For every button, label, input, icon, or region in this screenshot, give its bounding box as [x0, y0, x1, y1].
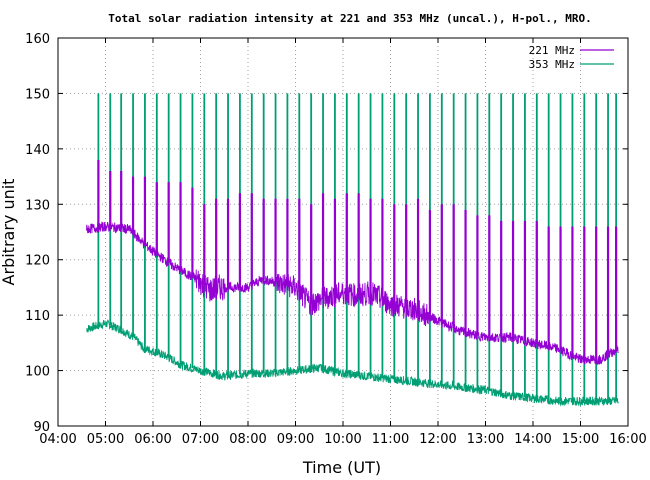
y-axis-label: Arbitrary unit [0, 179, 18, 286]
tick-layer: 04:00 05:00 06:00 07:00 08:00 09:00 10:00 11:00… [25, 32, 647, 447]
grid-layer [58, 38, 628, 426]
legend: 221 MHz 353 MHz [529, 44, 614, 71]
x-tick-label: 09:00 [277, 432, 314, 447]
y-tick-label: 160 [25, 32, 50, 47]
chart-title: Total solar radiation intensity at 221 a… [108, 12, 591, 25]
x-axis-label: Time (UT) [302, 458, 381, 477]
x-tick-label: 10:00 [324, 432, 361, 447]
series-layer [86, 93, 619, 407]
series-221 [86, 159, 619, 366]
x-tick-label: 11:00 [372, 432, 409, 447]
x-tick-label: 14:00 [514, 432, 551, 447]
legend-label-221: 221 MHz [529, 44, 575, 57]
x-tick-label: 07:00 [182, 432, 219, 447]
y-tick-label: 140 [25, 143, 50, 158]
x-tick-label: 06:00 [134, 432, 171, 447]
x-tick-label: 04:00 [39, 432, 76, 447]
y-tick-label: 150 [25, 87, 50, 102]
x-tick-label: 05:00 [87, 432, 124, 447]
y-tick-label: 120 [25, 254, 50, 269]
legend-label-353: 353 MHz [529, 58, 575, 71]
series-line-353 [86, 319, 619, 407]
y-tick-label: 130 [25, 198, 50, 213]
x-tick-label: 16:00 [609, 432, 646, 447]
y-tick-label: 100 [25, 365, 50, 380]
y-tick-label: 90 [33, 420, 50, 435]
y-tick-label: 110 [25, 309, 50, 324]
x-tick-label: 13:00 [467, 432, 504, 447]
series-line-221 [86, 221, 619, 366]
x-tick-label: 08:00 [229, 432, 266, 447]
x-tick-label: 12:00 [419, 432, 456, 447]
x-tick-label: 15:00 [562, 432, 599, 447]
